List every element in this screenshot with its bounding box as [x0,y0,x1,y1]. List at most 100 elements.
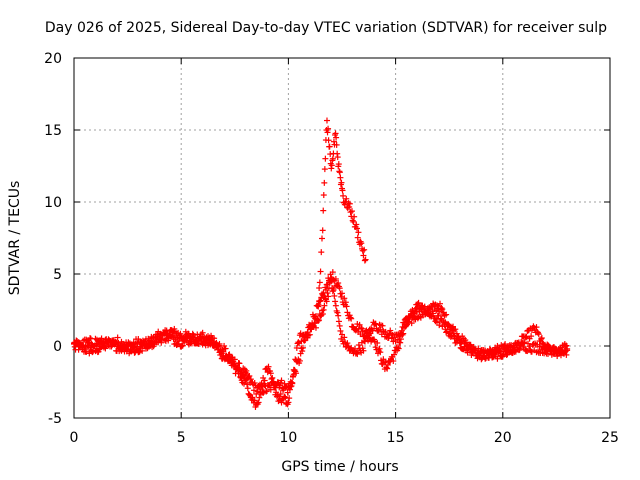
data-point [343,195,350,202]
y-tick-label: 5 [53,267,62,283]
data-point [344,340,351,347]
data-point [511,349,518,356]
data-point [394,344,401,351]
data-point [376,345,383,352]
data-point [320,306,327,313]
x-axis-label: GPS time / hours [281,459,398,475]
data-point [289,380,296,387]
data-point [250,387,257,394]
data-point [242,377,249,384]
data-point [286,395,293,402]
data-point [83,349,90,356]
data-point [295,339,302,346]
data-point [260,380,267,387]
data-point [139,347,146,354]
data-point [365,331,372,338]
data-point [543,350,550,357]
data-point [355,229,362,236]
data-point [390,358,397,365]
data-point [443,311,450,318]
data-point [75,339,82,346]
data-point [564,345,571,352]
data-point [339,290,345,297]
data-point [319,227,326,234]
data-point [176,335,183,342]
data-point [333,141,340,148]
data-point [414,304,421,311]
data-point [341,334,348,341]
data-point [112,338,119,345]
data-point [244,381,251,388]
data-point [299,348,306,355]
data-point [482,355,489,362]
data-point [415,299,422,306]
data-point [356,321,363,328]
data-point [318,235,325,242]
data-point [391,351,398,358]
data-point [368,326,375,333]
data-point [346,200,353,207]
data-point [89,349,96,356]
data-point [341,295,348,302]
data-point [256,394,263,401]
data-point [372,320,379,327]
data-point [329,269,336,276]
x-tick-label: 15 [387,430,405,446]
data-point [535,331,542,338]
data-point [192,340,199,347]
data-point [538,335,545,342]
y-axis-label: SDTVAR / TECUs [7,181,23,296]
data-point [286,386,293,393]
data-point [354,234,361,241]
data-point [419,302,426,309]
data-point [216,340,223,347]
data-point [416,308,423,315]
data-point [342,299,349,306]
data-point [336,169,343,176]
data-point [316,298,323,305]
data-point [255,399,262,406]
data-point [523,333,530,340]
data-point [358,325,365,332]
data-point [502,341,509,348]
data-point [114,334,121,341]
data-point [321,166,328,173]
data-point [516,346,523,353]
data-point [333,134,340,141]
data-point [325,137,332,144]
data-point [237,373,244,380]
data-point [397,339,404,346]
data-point [436,322,443,329]
data-point [338,179,345,186]
data-point [325,125,332,132]
data-point [87,335,94,342]
data-point [171,325,178,332]
data-point [503,351,510,358]
data-point [450,330,457,337]
data-point [111,339,118,346]
data-point [314,302,321,309]
data-point [359,328,366,335]
data-point [136,349,143,356]
data-point [98,335,105,342]
data-point [439,306,446,313]
data-point [456,339,463,346]
data-point [235,370,242,377]
data-point [361,257,368,264]
data-point [323,298,330,305]
data-point [327,277,334,284]
plot-frame [73,57,611,419]
data-point [315,317,322,324]
data-point [417,314,424,321]
data-point [349,208,356,215]
data-point [335,318,342,325]
data-point [120,340,127,347]
data-point [329,288,336,295]
data-point [424,305,431,312]
data-point [404,318,411,325]
data-point [347,314,354,321]
data-point [165,337,172,344]
y-tick-label: -5 [48,411,62,427]
data-point [397,331,404,338]
data-point [538,346,545,353]
